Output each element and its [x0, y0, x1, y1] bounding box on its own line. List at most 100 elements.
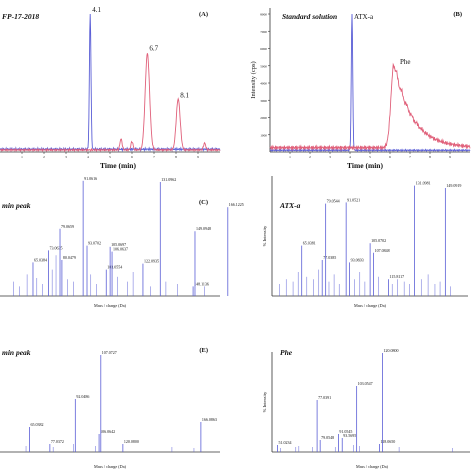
peak-mz-label: 166.1225 — [229, 202, 244, 207]
peak-mz-label: 120.0800 — [124, 439, 139, 444]
panel-label: (A) — [199, 11, 208, 18]
y-tick-label: 3000 — [260, 99, 267, 103]
x-tick-label: 5 — [369, 155, 371, 159]
peak-mz-label: 103.0554 — [107, 265, 122, 270]
peak-mz-label: 120.0800 — [384, 348, 399, 353]
peak-mz-label: 93.0693 — [351, 257, 364, 262]
peak-mz-label: 77.0391 — [318, 395, 331, 400]
series-line-pink — [269, 62, 471, 152]
peak-mz-label: 65.0381 — [303, 241, 316, 246]
peak-mz-label: 148.1136 — [194, 281, 209, 286]
peak-mz-label: 105.0697 — [111, 242, 126, 247]
x-axis-label: Mass / charge (Da) — [94, 464, 127, 469]
x-tick-label: 4 — [349, 155, 351, 159]
peak-mz-label: 93.5695 — [343, 433, 356, 438]
x-axis-label: Time (min) — [100, 161, 136, 170]
y-tick-label: 7000 — [260, 30, 267, 34]
x-axis-label: Mass / charge (Da) — [94, 303, 127, 308]
panel-d-mass-spectrum: % Intensity 65.0381 77.0385 79.0544 91.0521 9… — [262, 176, 468, 308]
x-tick-label: 8 — [429, 155, 431, 159]
panel-label: (C) — [199, 199, 208, 206]
y-axis-label: Intensity (cps) — [250, 61, 257, 98]
x-tick-label: 9 — [197, 155, 199, 159]
peak-mz-label: 51.0234 — [279, 440, 292, 445]
peak-annotation: Phe — [400, 58, 411, 66]
peak-mz-label: 103.0547 — [358, 381, 373, 386]
peak-mz-label: 106.0637 — [113, 247, 128, 252]
peak-mz-label: 131.0962 — [161, 177, 176, 182]
peak-mz-label: 77.0385 — [323, 255, 336, 260]
peak-annotation: 8.1 — [180, 92, 189, 100]
peak-mz-label: 131.0981 — [416, 181, 431, 186]
peak-mz-label: 65.0382 — [31, 422, 44, 427]
y-tick-label: 1000 — [260, 133, 267, 137]
panel-title: ATX-a — [279, 201, 301, 210]
x-tick-label: 1 — [289, 155, 291, 159]
panel-e-mass-spectrum: 65.0382 77.0372 92.0486 106.0642 107.0727 120… — [0, 347, 220, 469]
x-tick-label: 5 — [109, 155, 111, 159]
y-tick-label: 5000 — [260, 64, 267, 68]
peak-annotation: 4.1 — [92, 6, 101, 14]
peak-mz-label: 149.0948 — [196, 226, 211, 231]
peak-mz-label: 91.0616 — [84, 176, 97, 181]
panel-title: min peak — [2, 348, 31, 357]
peak-mz-label: 93.0702 — [88, 241, 101, 246]
series-line-pink — [0, 53, 221, 153]
panel-title: Phe — [280, 348, 293, 357]
panel-b-chromatogram: 1000 2000 3000 4000 5000 6000 7000 8000 Intensit… — [250, 8, 471, 170]
peak-mz-label: 115.8117 — [389, 274, 404, 279]
peak-mz-label: 149.0919 — [446, 183, 461, 188]
x-tick-label: 6 — [389, 155, 391, 159]
peak-mz-label: 106.0642 — [100, 429, 115, 434]
y-axis-label: % Intensity — [262, 225, 267, 246]
x-tick-label: 9 — [449, 155, 451, 159]
panel-label: (B) — [453, 11, 462, 18]
x-tick-label: 2 — [309, 155, 311, 159]
peak-mz-label: 166.0863 — [202, 417, 217, 422]
x-tick-label: 2 — [43, 155, 45, 159]
x-tick-label: 1 — [21, 155, 23, 159]
peak-mz-label: 107.0727 — [102, 350, 117, 355]
y-tick-label: 6000 — [260, 47, 267, 51]
y-tick-label: 2000 — [260, 116, 267, 120]
peak-mz-label: 91.0545 — [339, 429, 352, 434]
peak-mz-label: 92.0486 — [76, 394, 89, 399]
peak-mz-label: 79.0544 — [327, 199, 340, 204]
x-tick-label: 7 — [153, 155, 155, 159]
panel-title: Standard solution — [282, 12, 337, 21]
panel-a-chromatogram: 1 2 3 4 5 6 7 8 9 4.1 6.7 8.1 Time (min) FP-17-2018 (A… — [0, 6, 221, 170]
panel-c-mass-spectrum: 65.0384 73.0635 79.0659 80.0479 91.0616 93.07… — [0, 176, 244, 308]
x-tick-label: 3 — [65, 155, 67, 159]
peak-mz-label: 73.0635 — [49, 245, 62, 250]
panel-f-mass-spectrum: % Intensity 51.0234 77.0391 79.0548 91.05459… — [262, 348, 470, 469]
y-axis-label: % Intensity — [262, 391, 267, 412]
peak-mz-label: 77.0372 — [51, 439, 64, 444]
panel-title: min peak — [2, 201, 31, 210]
peak-mz-label: 118.0650 — [380, 439, 395, 444]
peak-mz-label: 122.0935 — [144, 259, 159, 264]
peak-mz-label: 65.0384 — [34, 257, 47, 262]
x-tick-label: 8 — [175, 155, 177, 159]
x-tick-label: 3 — [329, 155, 331, 159]
x-axis-label: Mass / charge (Da) — [354, 303, 387, 308]
panel-title: FP-17-2018 — [2, 12, 39, 21]
series-line-blue — [269, 13, 471, 153]
x-axis-label: Mass / charge (Da) — [356, 464, 389, 469]
panel-label: (E) — [199, 347, 208, 354]
peak-mz-label: 91.0521 — [347, 197, 360, 202]
peak-mz-label: 79.0659 — [61, 224, 74, 229]
peak-annotation: ATX-a — [354, 13, 374, 21]
x-axis-label: Time (min) — [347, 161, 383, 170]
y-tick-label: 4000 — [260, 82, 267, 86]
peak-annotation: 6.7 — [149, 45, 158, 53]
peak-mz-label: 79.0548 — [321, 435, 334, 440]
x-tick-label: 4 — [87, 155, 89, 159]
peak-mz-label: 105.0702 — [371, 238, 386, 243]
peak-mz-label: 80.0479 — [63, 255, 76, 260]
y-tick-label: 8000 — [260, 13, 267, 17]
peak-mz-label: 107.0848 — [375, 248, 390, 253]
series-line-blue — [0, 13, 221, 153]
x-tick-label: 6 — [131, 155, 133, 159]
x-tick-label: 7 — [409, 155, 411, 159]
